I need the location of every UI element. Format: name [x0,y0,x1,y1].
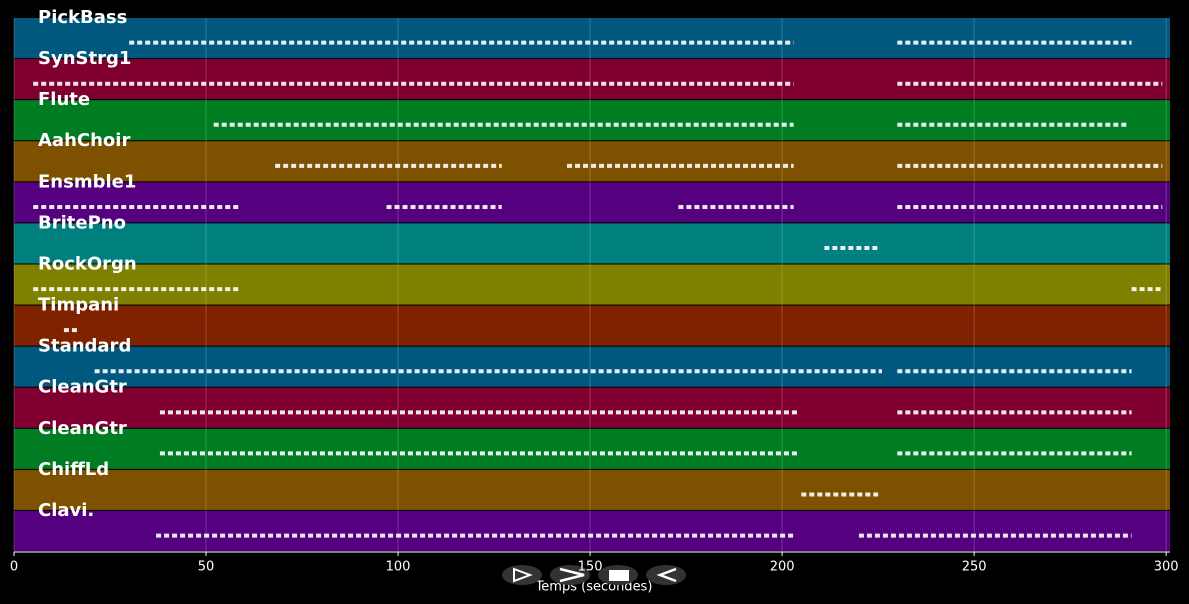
track-label: SynStrg1 [38,48,131,69]
track-row [14,510,1170,551]
x-tick-label: 100 [386,560,411,575]
track-label: Standard [38,336,131,357]
track-label: RockOrgn [38,253,137,274]
playback-controls [502,565,686,585]
x-tick-label: 300 [1154,560,1179,575]
x-axis-label: Temps (secondes) [535,580,653,595]
track-row [14,59,1170,100]
x-tick-label: 50 [198,560,215,575]
track-label: BritePno [38,212,126,233]
track-label: ChiffLd [38,459,109,480]
track-label: Clavi. [38,500,94,521]
track-row [14,346,1170,387]
track-label: CleanGtr [38,377,127,398]
track-label: Flute [38,89,90,110]
track-row [14,428,1170,469]
track-row [14,182,1170,223]
x-tick-label: 200 [770,560,795,575]
track-label: PickBass [38,7,127,28]
play-button[interactable] [502,565,542,585]
x-tick-label: 250 [962,560,987,575]
track-row [14,305,1170,346]
track-row [14,387,1170,428]
track-row [14,264,1170,305]
track-label: AahChoir [38,130,130,151]
x-tick-label: 0 [10,560,18,575]
rows [14,18,1170,551]
labels: PickBass SynStrg1 Flute AahChoir Ensmble1 Bri… [38,7,137,521]
track-label: Ensmble1 [38,171,136,192]
forward-button[interactable] [550,565,590,585]
track-row [14,18,1170,59]
stop-button[interactable] [598,565,638,585]
grid [13,18,1167,552]
x-tick-label: 150 [578,560,603,575]
track-row [14,223,1170,264]
notes [33,40,1163,538]
track-row [14,141,1170,182]
track-row [14,469,1170,510]
track-label: CleanGtr [38,418,127,439]
track-label: Timpani [38,295,119,316]
track-row [14,100,1170,141]
back-button[interactable] [646,565,686,585]
